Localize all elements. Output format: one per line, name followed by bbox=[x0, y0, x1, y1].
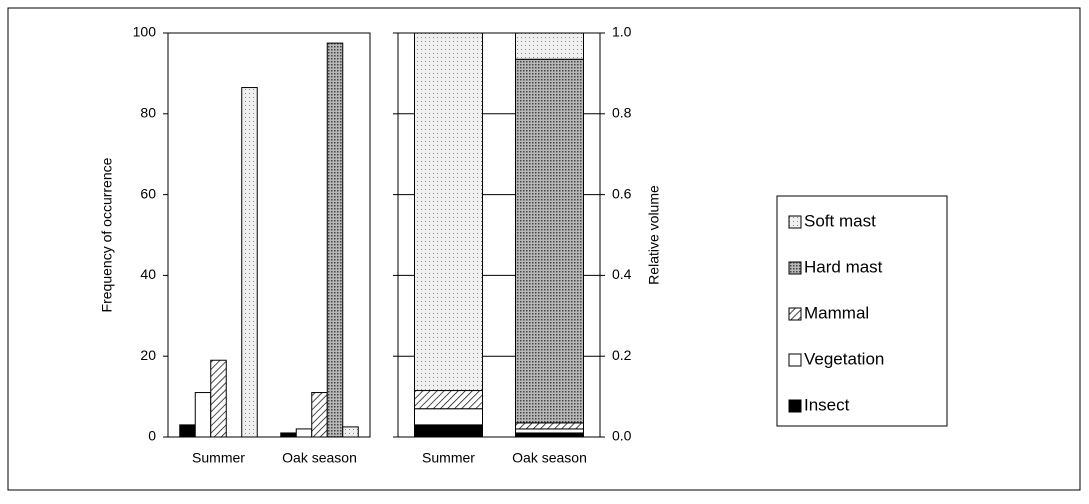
y-tick-label: 0.8 bbox=[612, 105, 632, 121]
plot-area bbox=[167, 32, 371, 438]
y-tick-label: 0.4 bbox=[612, 266, 632, 282]
legend-label: Mammal bbox=[804, 303, 869, 322]
x-tick-label: Oak season bbox=[282, 450, 357, 466]
y-tick-label: 40 bbox=[140, 266, 156, 282]
legend-swatch bbox=[788, 215, 802, 229]
x-tick-label: Summer bbox=[422, 450, 475, 466]
y-tick-label: 0.2 bbox=[612, 347, 632, 363]
y-tick-label: 20 bbox=[140, 347, 156, 363]
frame bbox=[7, 7, 1081, 491]
legend-label: Vegetation bbox=[804, 349, 884, 368]
bar-segment bbox=[515, 422, 584, 430]
legend bbox=[776, 195, 948, 427]
bar bbox=[210, 359, 227, 438]
bar-segment bbox=[515, 428, 584, 434]
bar-segment bbox=[414, 32, 483, 392]
bar bbox=[280, 432, 297, 438]
bar-segment bbox=[414, 390, 483, 410]
legend-label: Hard mast bbox=[804, 257, 883, 276]
legend-swatch bbox=[788, 307, 802, 321]
bar-segment bbox=[515, 432, 584, 438]
legend-label: Insect bbox=[804, 395, 850, 414]
y-tick-label: 80 bbox=[140, 105, 156, 121]
bar-segment bbox=[515, 58, 584, 424]
bar bbox=[241, 87, 258, 438]
x-tick-label: Summer bbox=[192, 450, 245, 466]
bar bbox=[311, 392, 328, 438]
y-tick-label: 0.0 bbox=[612, 428, 632, 444]
bar-segment bbox=[414, 424, 483, 438]
y-tick-label: 0 bbox=[148, 428, 156, 444]
y-tick-label: 0.6 bbox=[612, 185, 632, 201]
bar bbox=[326, 42, 344, 438]
legend-swatch bbox=[788, 261, 802, 275]
legend-swatch bbox=[788, 353, 802, 367]
bar bbox=[342, 426, 359, 438]
y-axis-label: Relative volume bbox=[646, 185, 662, 285]
legend-swatch bbox=[788, 399, 802, 413]
y-axis-label: Frequency of occurrence bbox=[99, 157, 115, 312]
bar-segment bbox=[414, 408, 483, 426]
bar-segment bbox=[515, 32, 584, 60]
x-tick-label: Oak season bbox=[512, 450, 587, 466]
bar bbox=[295, 428, 313, 438]
plot-area bbox=[397, 32, 601, 438]
y-tick-label: 100 bbox=[133, 24, 157, 40]
legend-label: Soft mast bbox=[804, 211, 876, 230]
y-tick-label: 1.0 bbox=[612, 24, 632, 40]
bar bbox=[179, 424, 196, 438]
y-tick-label: 60 bbox=[140, 185, 156, 201]
bar bbox=[194, 392, 212, 438]
